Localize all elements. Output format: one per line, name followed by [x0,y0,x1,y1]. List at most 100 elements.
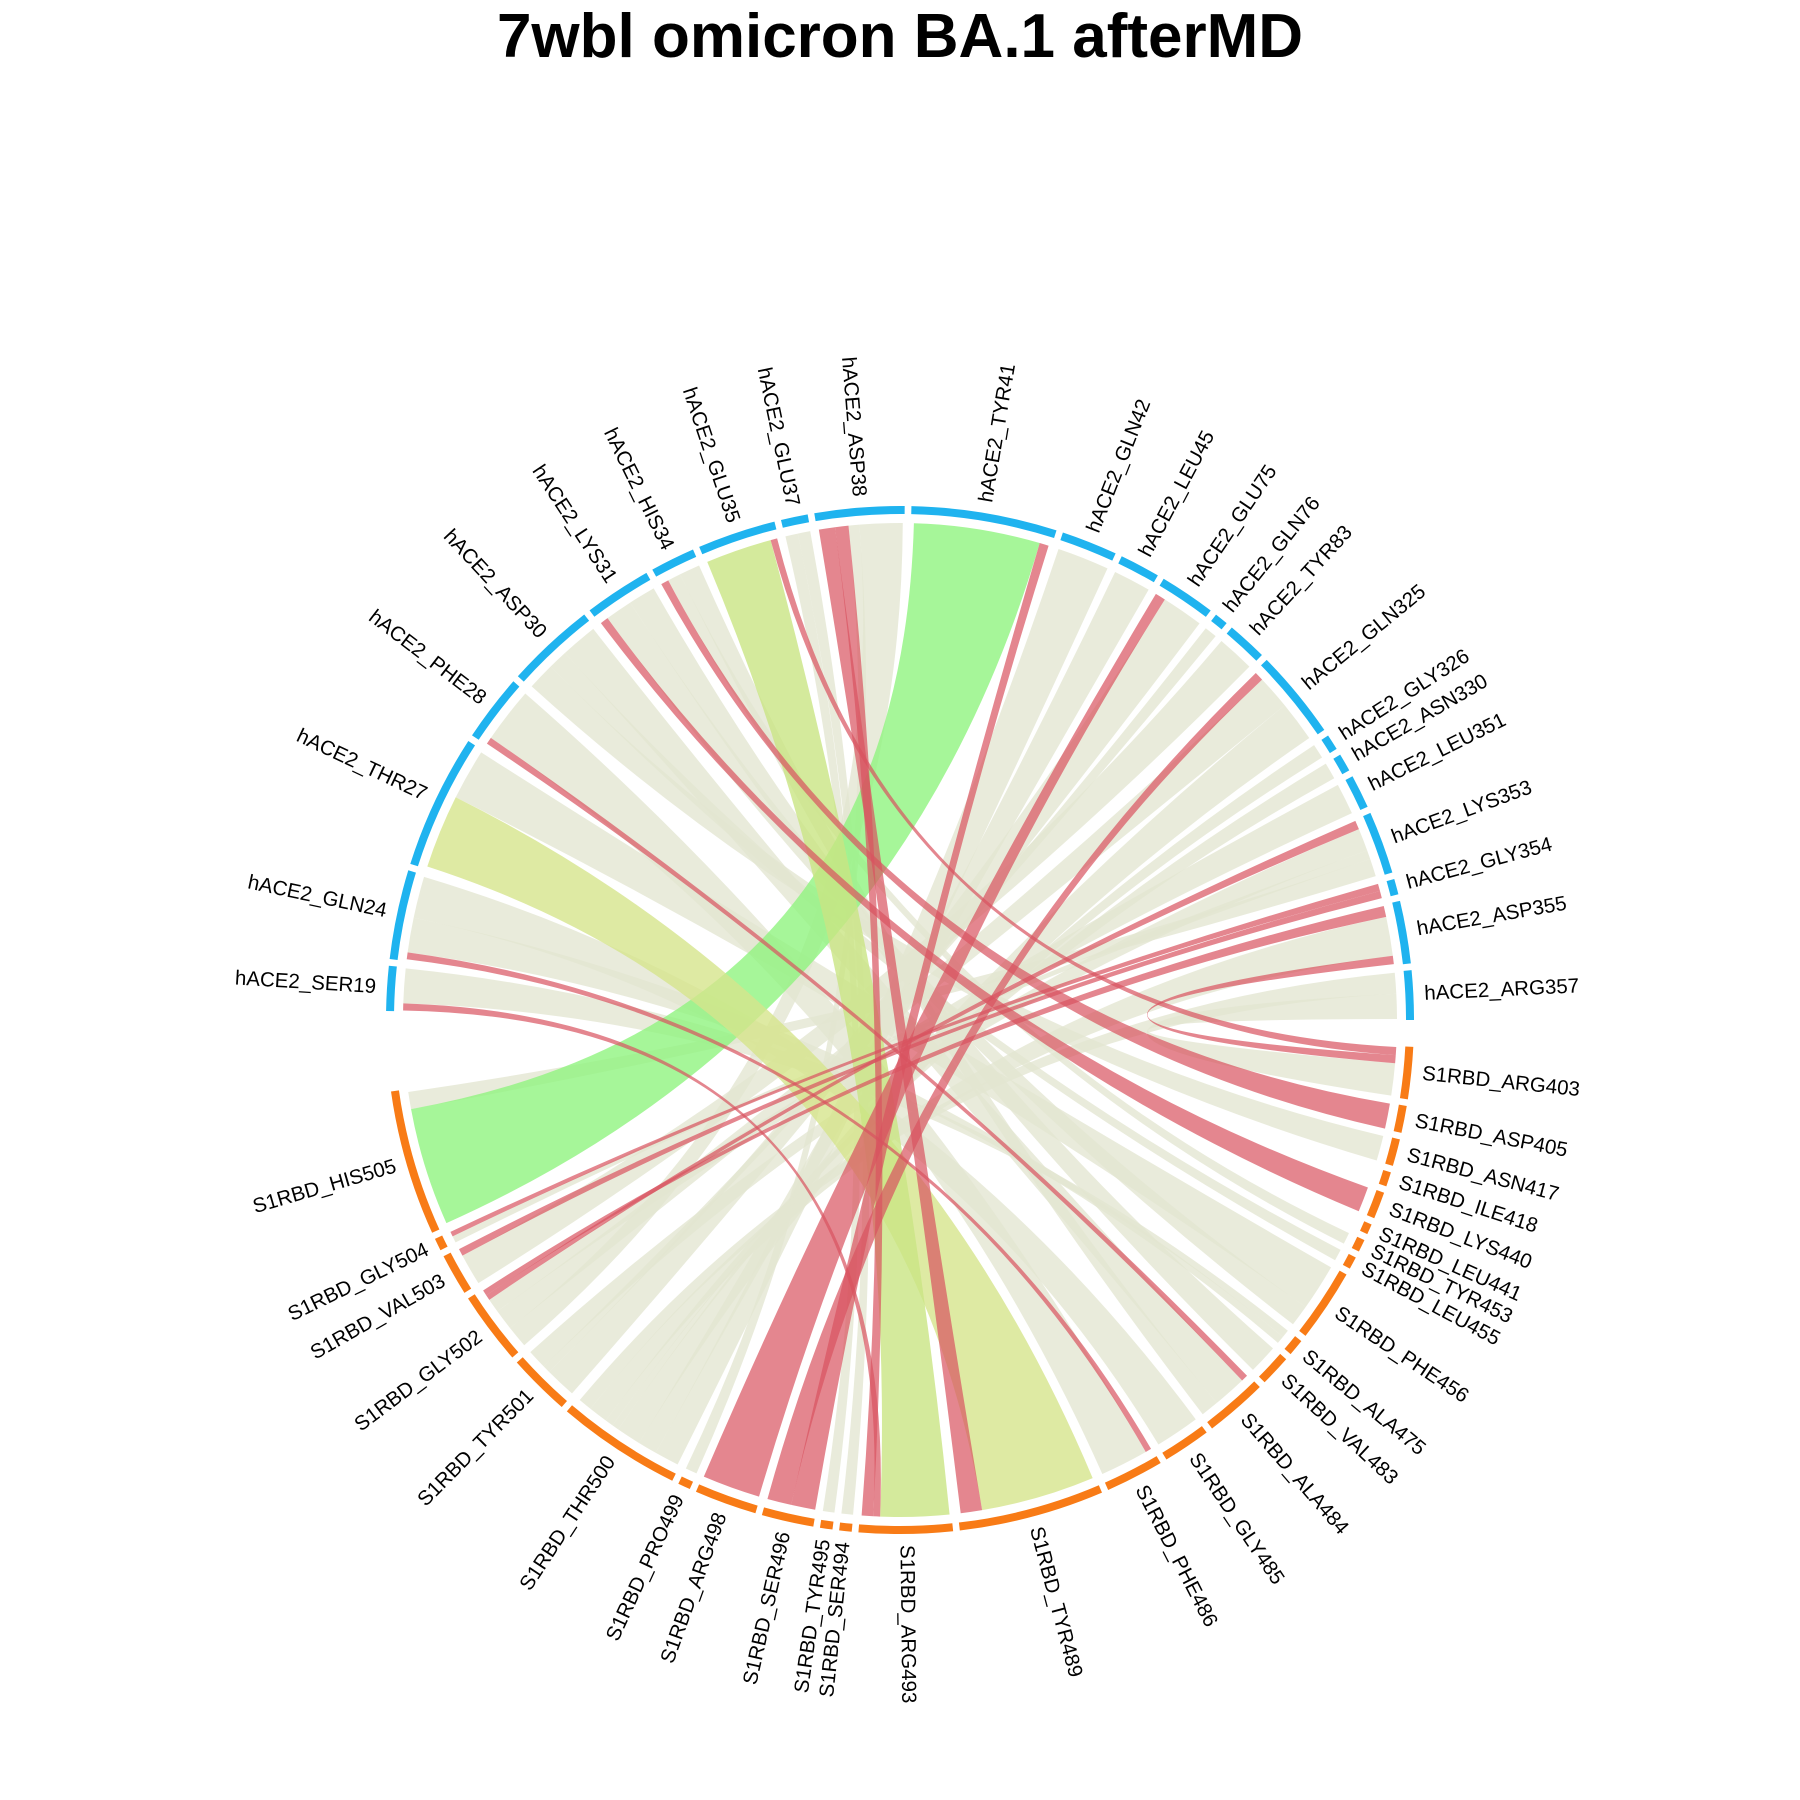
link-hACE2_GLN325-S1RBD_THR500 [618,705,1310,1443]
segment-label: hACE2_SER19 [234,966,376,998]
segment-arc-hACE2_GLU75 [1159,578,1211,617]
link-hACE2_GLN76-S1RBD_TYR501 [543,628,1216,1373]
segment-label: S1RBD_PHE486 [1131,1481,1223,1630]
link-hACE2_ASP38-S1RBD_ARG493 [834,525,883,1517]
link-hACE2_GLN24-S1RBD_GLY485 [413,876,1196,1445]
segment-arc-S1RBD_TYR501 [516,1357,568,1408]
segment-arc-hACE2_TYR83 [1226,627,1262,661]
segment-label: hACE2_HIS34 [599,424,679,554]
segment-arc-S1RBD_ARG403 [1399,1046,1414,1100]
link-hACE2_LYS31-S1RBD_PHE456 [607,602,1306,1325]
segment-arc-S1RBD_ALA475 [1284,1336,1302,1355]
segment-arc-hACE2_HIS34 [652,549,697,577]
link-hACE2_PHE28-S1RBD_PHE486 [490,693,1146,1474]
segment-label: hACE2_LEU351 [1365,708,1510,796]
segment-arc-S1RBD_TYR453 [1351,1236,1365,1252]
segment-arc-hACE2_GLN325 [1260,659,1325,735]
link-hACE2_THR27-S1RBD_TYR489 [427,797,1093,1511]
segment-label: hACE2_PHE28 [364,605,490,709]
segment-label: hACE2_ASP38 [837,356,871,498]
segment-arc-S1RBD_LEU455 [1342,1253,1356,1269]
segment-arc-S1RBD_PHE486 [1104,1456,1161,1490]
segment-arc-S1RBD_VAL503 [443,1252,472,1293]
segment-label: hACE2_GLU37 [753,365,805,508]
segment-arc-hACE2_ASP38 [814,506,905,522]
segment-label: hACE2_LEU45 [1134,427,1219,561]
segment-label: S1RBD_TYR501 [413,1384,538,1510]
arcs-layer [386,506,1414,1534]
link-hACE2_GLU75-S1RBD_ARG498 [703,593,1165,1497]
segment-arc-hACE2_SER19 [386,965,397,1012]
segment-label: hACE2_GLN24 [246,871,389,923]
segment-arc-hACE2_LEU351 [1345,776,1368,811]
segment-arc-hACE2_GLY326 [1321,735,1337,754]
segment-arc-S1RBD_LYS440 [1366,1190,1385,1219]
segment-arc-hACE2_LEU45 [1118,556,1158,583]
segment-arc-hACE2_GLU35 [699,521,777,555]
segment-arc-S1RBD_TYR495 [819,1519,834,1530]
segment-label: hACE2_THR27 [293,724,431,805]
segment-arc-S1RBD_GLY504 [434,1235,448,1251]
link-hACE2_TYR41-S1RBD_HIS505 [411,523,1040,1224]
segment-arc-hACE2_GLN76 [1211,614,1227,630]
segment-arc-hACE2_GLU37 [780,514,810,528]
link-hACE2_GLU75-S1RBD_TYR501 [549,599,1200,1394]
segment-arc-S1RBD_VAL483 [1258,1353,1287,1383]
link-hACE2_GLN24-S1RBD_ALA475 [407,917,1283,1343]
link-hACE2_HIS34-S1RBD_ALA484 [679,565,1217,1415]
segment-arc-hACE2_THR27 [410,740,476,867]
segment-label: hACE2_GLY354 [1404,833,1555,894]
segment-arc-hACE2_ARG357 [1403,970,1414,1021]
segment-arc-S1RBD_SER496 [761,1507,815,1527]
segment-arc-S1RBD_GLY502 [468,1294,519,1358]
segment-arc-S1RBD_ASP405 [1393,1104,1407,1133]
segment-label: S1RBD_GLY504 [284,1238,432,1326]
segment-arc-hACE2_ASN330 [1333,754,1350,775]
link-hACE2_LYS31-S1RBD_VAL483 [630,588,1274,1370]
segment-arc-hACE2_TYR41 [911,506,1057,539]
segment-arc-S1RBD_ILE418 [1378,1169,1391,1187]
segment-label: hACE2_GLU35 [678,384,745,525]
segment-label: hACE2_TYR41 [974,362,1020,504]
segment-arc-hACE2_GLN24 [389,870,416,960]
segment-label: hACE2_ARG357 [1424,974,1580,1005]
segment-label: S1RBD_THR500 [515,1452,620,1595]
segment-arc-S1RBD_HIS505 [391,1090,440,1233]
segment-arc-hACE2_ASP30 [517,614,590,682]
segment-label: S1RBD_GLY485 [1184,1449,1289,1589]
segment-arc-S1RBD_LEU441 [1360,1221,1372,1235]
segment-arc-S1RBD_ASN417 [1385,1137,1400,1166]
link-hACE2_LYS353-S1RBD_HIS505 [408,858,1376,1110]
segment-arc-S1RBD_ARG493 [858,1523,954,1534]
segment-arc-S1RBD_ALA484 [1207,1381,1260,1429]
segment-arc-hACE2_LYS353 [1363,812,1393,875]
link-hACE2_GLU35-S1RBD_ARG493 [707,540,950,1517]
segment-arc-S1RBD_THR500 [566,1405,676,1481]
segment-label: hACE2_ASP30 [439,525,551,643]
segment-arc-S1RBD_GLY485 [1162,1426,1207,1460]
segment-label: S1RBD_GLY502 [350,1325,486,1436]
segment-label: S1RBD_ARG403 [1421,1062,1581,1101]
segment-label: S1RBD_TYR489 [1025,1524,1087,1680]
segment-label: S1RBD_HIS505 [250,1155,399,1218]
segment-arc-hACE2_GLY354 [1386,878,1399,897]
segment-label: S1RBD_SER496 [739,1530,796,1687]
link-hACE2_LEU351-S1RBD_GLY502 [489,784,1352,1312]
segment-arc-S1RBD_PRO499 [678,1476,694,1490]
segment-arc-S1RBD_ARG498 [695,1484,758,1514]
segment-arc-hACE2_GLN42 [1060,532,1116,561]
link-hACE2_GLU37-S1RBD_SER494 [797,531,870,1515]
link-hACE2_ASP355-S1RBD_ARG403 [1146,955,1396,1064]
segment-arc-hACE2_PHE28 [472,681,520,740]
link-hACE2_TYR83-S1RBD_VAL503 [462,640,1250,1284]
segment-arc-hACE2_ASP355 [1392,900,1411,965]
link-hACE2_SER19-S1RBD_ALA475 [403,968,1288,1337]
link-hACE2_ASP38-S1RBD_TYR489 [818,527,983,1514]
segment-arc-S1RBD_SER494 [839,1522,853,1532]
segment-arc-S1RBD_TYR489 [958,1485,1103,1531]
segment-arc-S1RBD_PHE456 [1299,1270,1347,1336]
segment-arc-hACE2_LYS31 [589,572,651,617]
segment-label: hACE2_LYS31 [528,461,622,588]
segment-label: hACE2_GLN42 [1082,396,1155,536]
